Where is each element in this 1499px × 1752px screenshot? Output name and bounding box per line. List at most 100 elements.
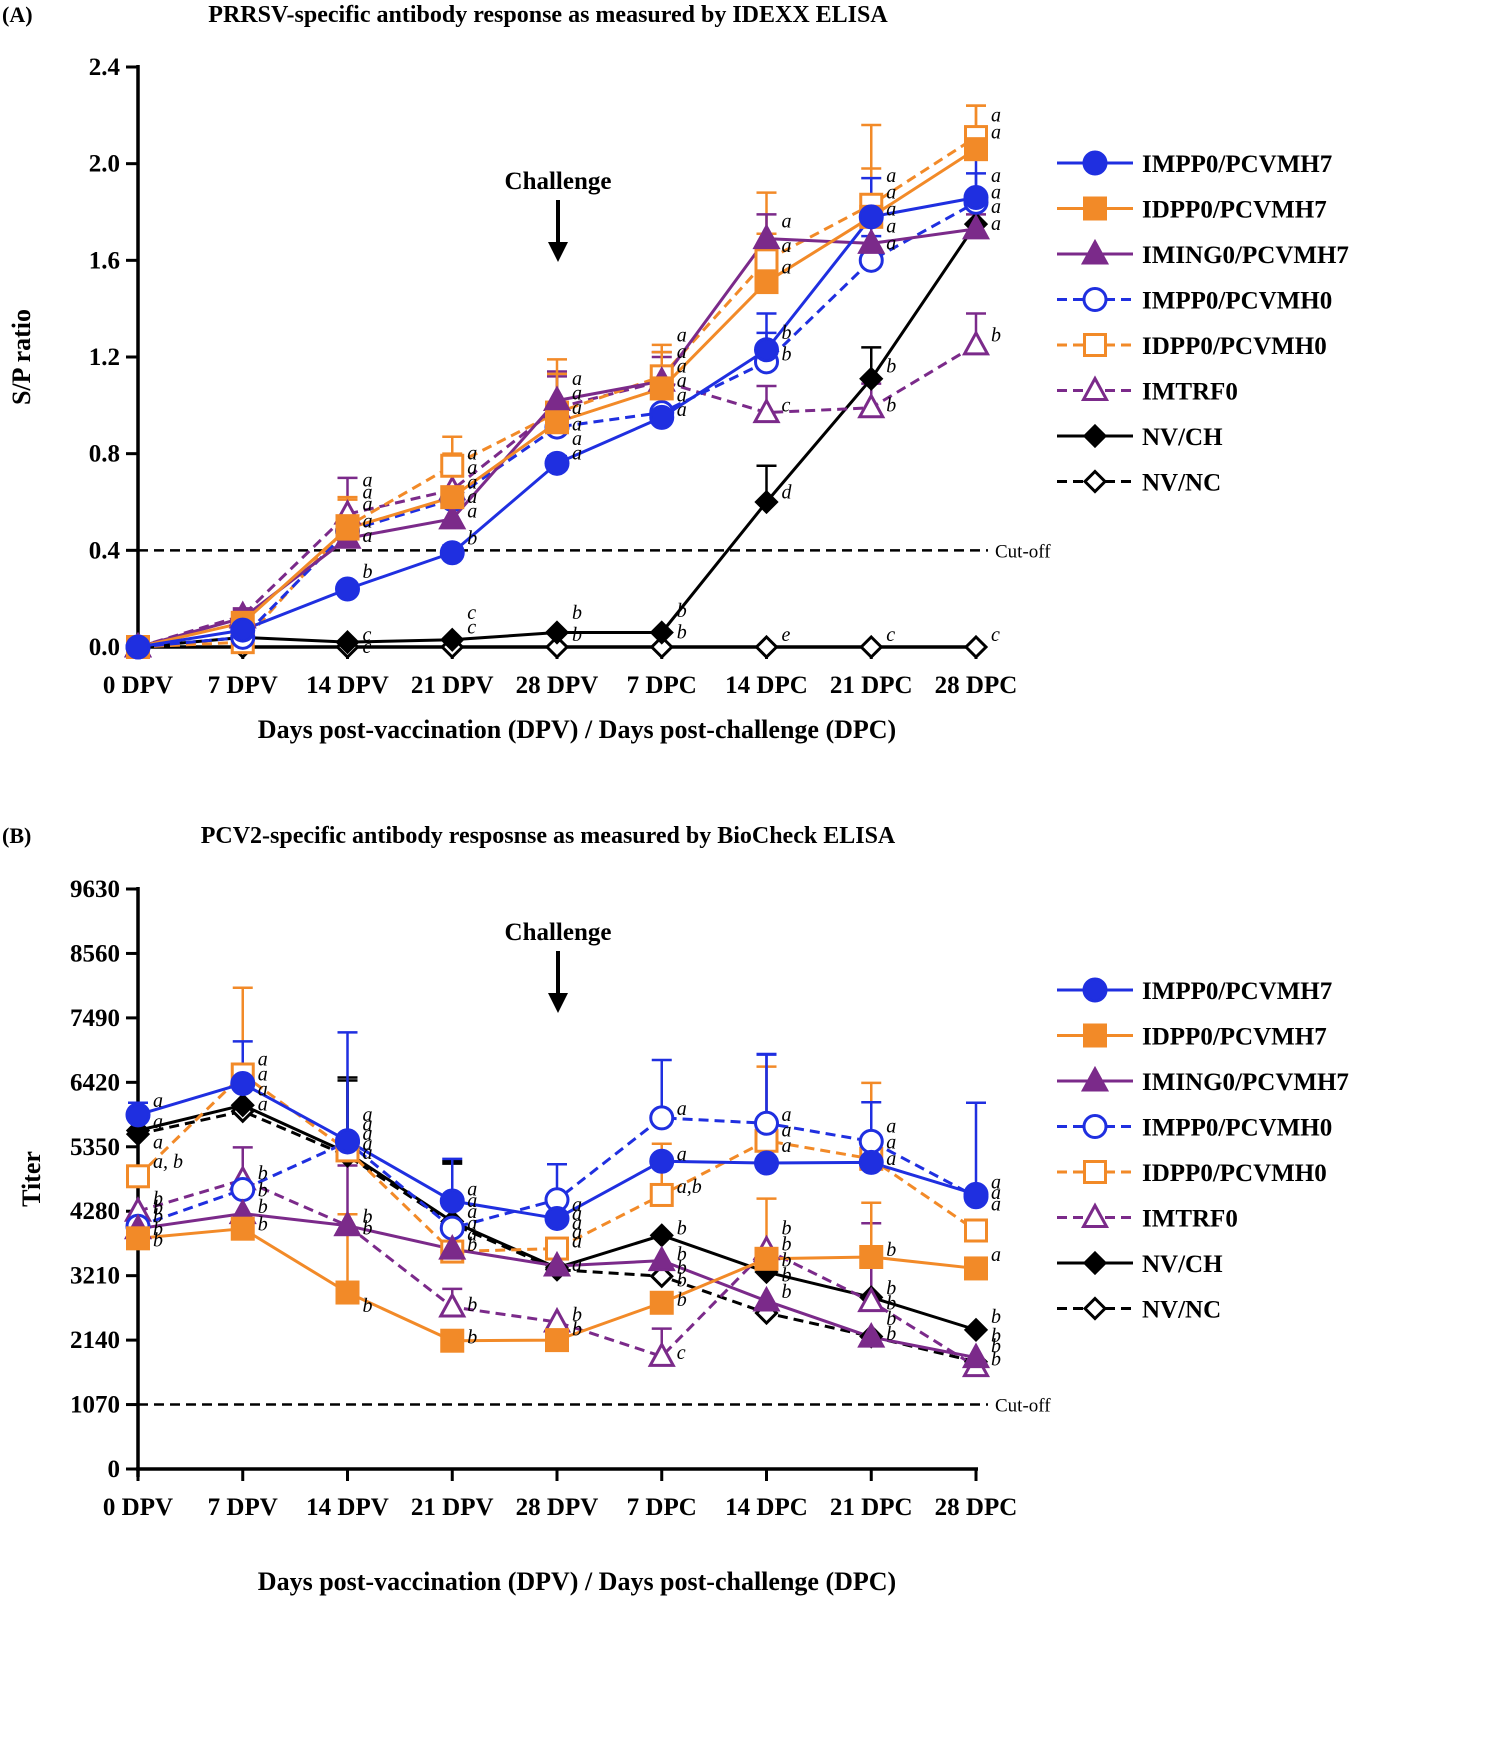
data-point — [649, 620, 674, 645]
data-point — [754, 337, 779, 363]
y-tick-label: 2.0 — [89, 151, 120, 178]
significance-letter: a — [467, 1212, 477, 1234]
panel-label: (B) — [2, 823, 31, 848]
data-point — [333, 1210, 362, 1237]
significance-letter: b — [782, 1265, 792, 1287]
data-point — [647, 1341, 676, 1367]
challenge-label: Challenge — [505, 168, 612, 195]
legend-label: IMPP0/PCVMH7 — [1142, 151, 1332, 178]
significance-letter: c — [363, 624, 372, 646]
significance-letter: a — [782, 211, 792, 233]
data-point — [126, 1226, 150, 1251]
data-point — [647, 1245, 676, 1272]
data-point — [335, 1280, 360, 1305]
significance-letter: b — [153, 1230, 163, 1252]
significance-letter: b — [363, 1218, 373, 1240]
data-point — [335, 1128, 360, 1154]
significance-letter: a, b — [153, 1151, 183, 1173]
significance-letter: a — [991, 196, 1001, 218]
significance-letter: a — [467, 501, 477, 523]
data-point — [964, 1218, 988, 1243]
significance-letter: b — [153, 1218, 163, 1240]
significance-letter: a — [991, 104, 1001, 126]
significance-letter: b — [782, 1281, 792, 1303]
series-line-nv-nc — [137, 1109, 977, 1364]
significance-letter: a — [886, 1132, 896, 1154]
legend-marker — [1082, 1296, 1108, 1321]
panel-label: (A) — [2, 2, 33, 27]
data-point — [754, 1246, 779, 1271]
data-point — [544, 634, 570, 660]
data-point — [754, 489, 779, 515]
significance-letter: b — [677, 1218, 687, 1240]
significance-letter: a — [363, 525, 373, 547]
data-point — [335, 576, 360, 602]
significance-letter: b — [467, 1327, 477, 1349]
legend-label: NV/NC — [1142, 1297, 1221, 1324]
data-point — [545, 410, 569, 435]
x-tick-label: 7 DPC — [627, 672, 697, 699]
legend-label: IMPP0/PCVMH0 — [1142, 1115, 1332, 1142]
x-tick-label: 0 DPV — [103, 1494, 173, 1521]
significance-letter: a — [363, 1123, 373, 1145]
significance-letter: a — [782, 257, 792, 279]
data-point — [963, 1181, 989, 1207]
data-point — [335, 516, 360, 541]
legend-label: IMING0/PCVMH7 — [1142, 242, 1349, 269]
data-point — [858, 1149, 884, 1175]
significance-letter: b — [677, 600, 687, 622]
significance-letter: a — [572, 382, 582, 404]
data-point — [858, 204, 884, 230]
y-tick-label: 5350 — [70, 1134, 120, 1161]
significance-letter: a — [991, 182, 1001, 204]
data-point — [857, 1286, 886, 1313]
significance-letter: a — [572, 1212, 582, 1234]
y-tick-label: 0.8 — [89, 441, 120, 468]
series-line-imtrf0 — [137, 1178, 977, 1368]
data-point — [438, 1234, 467, 1260]
significance-letter: c — [991, 624, 1000, 646]
y-tick-label: 4280 — [70, 1198, 120, 1225]
significance-letter: a — [258, 1064, 268, 1086]
data-point — [857, 228, 886, 254]
data-point — [859, 366, 884, 391]
significance-letter: c — [363, 636, 372, 658]
significance-letter: a — [467, 486, 477, 508]
series-line-idpp0-pcvmh0 — [136, 1073, 977, 1254]
legend-label: IDPP0/PCVMH7 — [1142, 197, 1327, 224]
significance-letter: b — [991, 1348, 1001, 1370]
data-point — [858, 1128, 884, 1154]
data-point — [754, 634, 779, 660]
significance-letter: b — [782, 1250, 792, 1272]
data-point — [754, 248, 779, 273]
significance-letter: b — [886, 1239, 896, 1261]
significance-letter: b — [258, 1213, 268, 1235]
y-tick-label: 1070 — [70, 1392, 120, 1419]
significance-letter: a — [886, 165, 896, 187]
significance-letter: a — [363, 1133, 373, 1155]
x-tick-label: 14 DPV — [306, 1494, 389, 1521]
significance-letter: b — [886, 356, 896, 378]
data-point — [961, 1342, 991, 1369]
significance-letter: b — [991, 1306, 1001, 1328]
significance-letter: b — [363, 1206, 373, 1228]
y-axis-label: Titer — [17, 1151, 46, 1207]
significance-letter: c — [467, 602, 476, 624]
significance-letter: a — [782, 1120, 792, 1142]
data-point — [857, 1321, 886, 1348]
significance-letter: e — [782, 624, 791, 646]
significance-letter: a — [363, 1142, 373, 1164]
data-point — [963, 185, 989, 210]
significance-letter: a — [991, 165, 1001, 187]
data-point — [438, 1291, 467, 1318]
challenge-arrow-head — [548, 242, 568, 262]
significance-letter: b — [572, 624, 582, 646]
data-point — [649, 1223, 674, 1248]
legend-label: IMTRF0 — [1142, 379, 1238, 406]
data-point — [754, 1110, 779, 1136]
legend-marker — [1083, 1160, 1107, 1184]
chart-title: PCV2-specific antibody resposnse as meas… — [201, 823, 896, 849]
x-tick-label: 7 DPC — [627, 1494, 697, 1521]
significance-letter: b — [363, 561, 373, 583]
y-axis-label: S/P ratio — [7, 309, 36, 405]
